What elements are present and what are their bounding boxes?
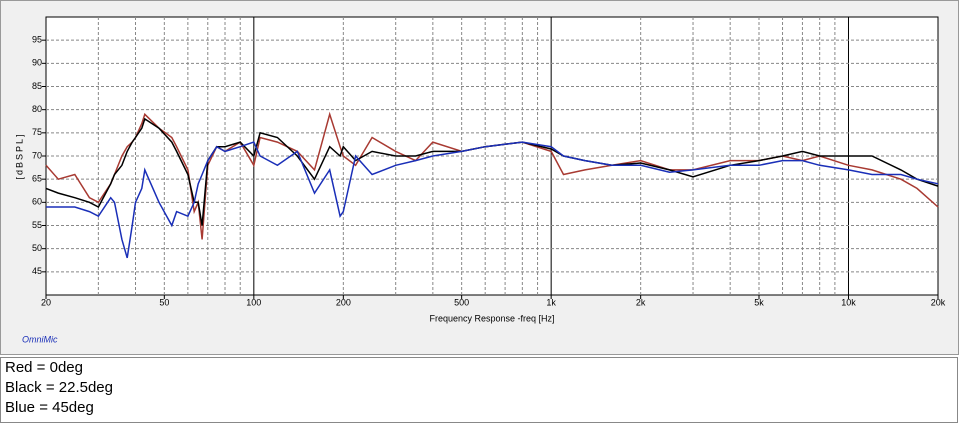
legend-entry: Red = 0deg (5, 359, 83, 376)
x-axis-label: Frequency Response -freq [Hz] (429, 313, 554, 323)
y-tick-label: 45 (32, 266, 42, 276)
y-tick-label: 50 (32, 243, 42, 253)
x-tick-label: 1k (546, 297, 556, 307)
x-tick-label: 50 (159, 297, 169, 307)
note: OmniMic (22, 334, 58, 344)
y-tick-label: 85 (32, 81, 42, 91)
y-tick-label: 95 (32, 35, 42, 45)
legend: Red = 0deg Black = 22.5deg Blue = 45deg (0, 357, 958, 423)
y-tick-label: 60 (32, 197, 42, 207)
y-axis-label: [dBSPL] (14, 132, 24, 179)
series-line (46, 141, 939, 259)
legend-entry: Blue = 45deg (5, 399, 94, 416)
y-tick-label: 70 (32, 150, 42, 160)
y-tick-label: 65 (32, 174, 42, 184)
y-tick-label: 90 (32, 58, 42, 68)
y-tick-label: 55 (32, 220, 42, 230)
y-tick-label: 80 (32, 104, 42, 114)
x-tick-label: 20 (41, 297, 51, 307)
x-tick-label: 2k (636, 297, 646, 307)
x-tick-label: 200 (336, 297, 351, 307)
x-tick-label: 20k (931, 297, 946, 307)
y-tick-label: 75 (32, 127, 42, 137)
series-line (45, 117, 939, 226)
x-tick-label: 500 (454, 297, 469, 307)
x-tick-label: 5k (754, 297, 764, 307)
chart: [dBSPL] Frequency Response -freq [Hz] Om… (0, 0, 959, 355)
x-tick-label: 100 (246, 297, 261, 307)
x-tick-label: 10k (841, 297, 856, 307)
legend-entry: Black = 22.5deg (5, 379, 113, 396)
